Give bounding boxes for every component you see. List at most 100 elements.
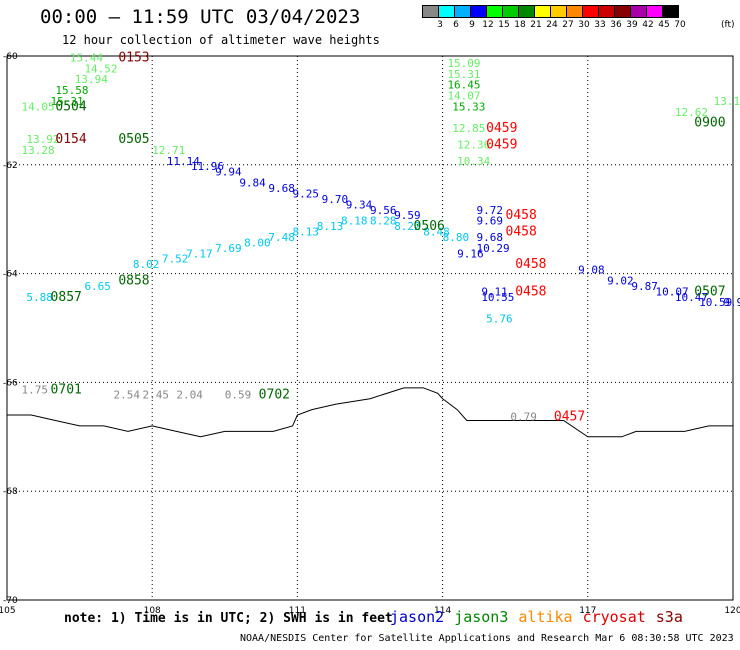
swh-value-label: 12.71 (152, 144, 185, 157)
satellite-legend-item: cryosat (582, 608, 646, 626)
legend-swatch (662, 5, 679, 18)
pass-time-label: 0459 (486, 137, 517, 152)
pass-time-label: 0459 (486, 121, 517, 136)
map-subtitle: 12 hour collection of altimeter wave hei… (62, 33, 380, 47)
swh-value-label: 7.52 (162, 253, 189, 266)
credit-line: NOAA/NESDIS Center for Satellite Applica… (240, 633, 734, 644)
legend-label: 24 (546, 20, 558, 30)
swh-value-label: 10.34 (457, 155, 490, 168)
map-title: 00:00 – 11:59 UTC 03/04/2023 (40, 6, 361, 28)
swh-value-label: 9.72 (476, 204, 503, 217)
pass-time-label: 0900 (694, 116, 725, 131)
swh-value-label: 8.00 (244, 236, 271, 249)
legend-labels: (ft) 3 6 9 12 15 18 21 24 27 30 33 36 39 42 45 70 (422, 18, 734, 32)
longitude-tick-label: 108 (144, 606, 161, 616)
pass-time-label: 0458 (506, 208, 537, 223)
legend-label: 39 (626, 20, 638, 30)
pass-time-label: 0458 (515, 257, 546, 272)
swh-value-label: 8.80 (443, 231, 470, 244)
swh-value-label: 5.76 (486, 313, 513, 326)
latitude-tick-label: -70 (3, 596, 18, 606)
longitude-tick-label: 114 (434, 606, 451, 616)
swh-value-label: 15.31 (447, 68, 480, 81)
swh-value-label: 13.14 (714, 95, 740, 108)
longitude-tick-label: 120 (724, 606, 740, 616)
swh-value-label: 9.02 (607, 274, 634, 287)
legend-label: 12 (482, 20, 494, 30)
satellite-legend-item: jason2 (390, 608, 445, 626)
latitude-tick-label: -68 (3, 487, 18, 497)
latitude-tick-label: -62 (3, 161, 18, 171)
latitude-tick-label: -66 (3, 378, 18, 388)
swh-value-label: 15.09 (447, 57, 480, 70)
pass-time-label: 0504 (55, 99, 86, 114)
pass-time-label: 0458 (506, 225, 537, 240)
swh-value-label: 8.48 (423, 226, 450, 239)
pass-time-label: 0858 (118, 273, 149, 288)
swh-value-label: 8.13 (293, 226, 320, 239)
swh-value-label: 14.07 (447, 90, 480, 103)
swh-value-label: 8.02 (133, 258, 160, 271)
legend-label: 15 (498, 20, 510, 30)
swh-value-label: 9.87 (631, 280, 658, 293)
latitude-tick-label: -60 (3, 52, 18, 62)
swh-value-label: 9.70 (322, 193, 349, 206)
swh-value-label: 8.18 (341, 215, 368, 228)
pass-time-label: 0153 (118, 50, 149, 65)
longitude-tick-label: 117 (579, 606, 596, 616)
pass-time-label: 0702 (259, 388, 290, 403)
swh-value-label: 16.45 (447, 79, 480, 92)
swh-value-label: 13.92 (26, 133, 59, 146)
swh-value-label: 6.65 (84, 280, 111, 293)
swh-value-label: 10.47 (675, 291, 708, 304)
swh-value-label: 5.88 (26, 291, 53, 304)
legend-unit: (ft) (721, 20, 735, 30)
swh-value-label: 8.13 (317, 220, 344, 233)
swh-value-label: 10.55 (481, 291, 514, 304)
legend-label: 70 (674, 20, 686, 30)
swh-value-label: 2.04 (176, 389, 203, 402)
swh-value-label: 12.62 (675, 106, 708, 119)
satellite-legend-item: s3a (655, 608, 683, 626)
pass-time-label: 0505 (118, 132, 149, 147)
swh-value-label: 15.33 (452, 100, 485, 113)
antarctic-coastline (7, 387, 733, 438)
swh-value-label: 10.07 (656, 285, 689, 298)
pass-time-label: 0857 (51, 290, 82, 305)
swh-value-label: 9.16 (457, 247, 484, 260)
swh-value-label: 10.29 (476, 242, 509, 255)
swh-value-label: 8.22 (394, 220, 421, 233)
swh-value-label: 9.84 (239, 177, 266, 190)
legend-label: 9 (469, 20, 475, 30)
swh-value-label: 14.05 (22, 100, 55, 113)
map-frame (6, 55, 734, 601)
pass-time-label: 0506 (414, 219, 445, 234)
pass-time-label: 0154 (55, 132, 86, 147)
swh-value-label: 11.14 (167, 155, 200, 168)
swh-value-label: 7.69 (215, 242, 242, 255)
pass-time-label: 0701 (51, 382, 82, 397)
swh-value-label: 15.58 (55, 84, 88, 97)
satellite-legend-item: altika (518, 608, 573, 626)
satellite-legend-item: jason3 (454, 608, 509, 626)
footnote: note: 1) Time is in UTC; 2) SWH is in fe… (64, 611, 393, 626)
legend-label: 27 (562, 20, 574, 30)
swh-value-label: 7.17 (186, 247, 213, 260)
legend-label: 45 (658, 20, 670, 30)
swh-value-label: 0.59 (225, 389, 252, 402)
satellite-legend: jason2 jason3 altika cryosat s3a (390, 608, 693, 626)
legend-swatches (422, 5, 679, 18)
legend-label: 6 (453, 20, 459, 30)
swh-value-label: 11.96 (191, 160, 224, 173)
legend-label: 18 (514, 20, 526, 30)
swh-value-label: 13.28 (22, 144, 55, 157)
swh-value-label: 10.59 (699, 296, 732, 309)
swh-value-label: 2.45 (143, 389, 170, 402)
swh-value-label: 9.68 (268, 182, 295, 195)
pass-time-label: 0457 (554, 409, 585, 424)
swh-color-legend: (ft) 3 6 9 12 15 18 21 24 27 30 33 36 39 42 45 70 (422, 5, 735, 32)
swh-value-label: 14.52 (84, 62, 117, 75)
swh-value-label: 12.36 (457, 138, 490, 151)
legend-label: 21 (530, 20, 542, 30)
